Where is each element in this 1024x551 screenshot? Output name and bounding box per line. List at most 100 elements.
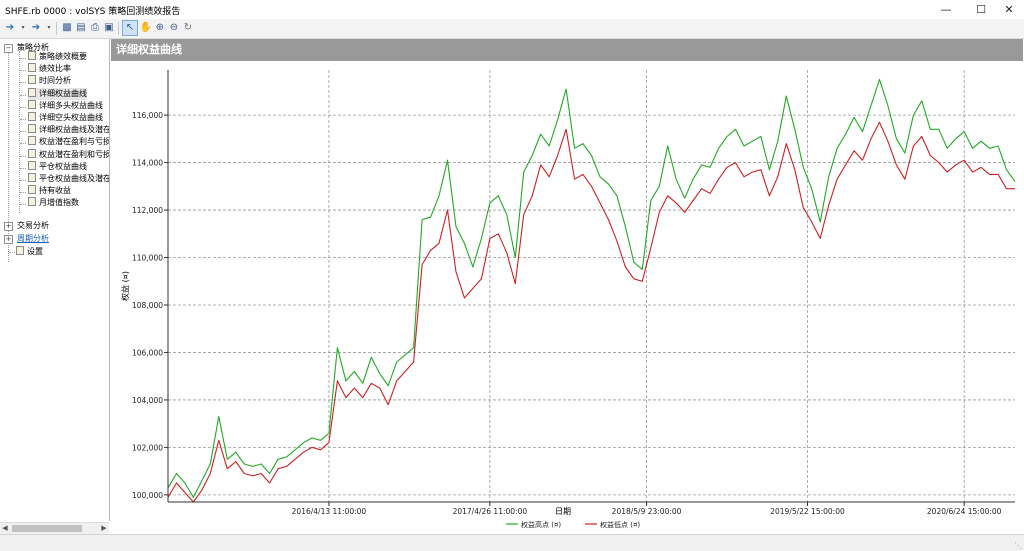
resize-grip-icon[interactable]: ⋱ bbox=[1014, 541, 1022, 550]
status-bar: ⋱ bbox=[0, 534, 1024, 551]
tree-connector bbox=[9, 252, 15, 253]
y-tick-label: 112,000 bbox=[132, 206, 163, 215]
tree-node-item[interactable]: 权益潜在盈利和亏损 bbox=[28, 148, 110, 161]
x-tick-label: 2018/5/9 23:00:00 bbox=[612, 507, 682, 516]
tree-node-item[interactable]: 详细多头权益曲线 bbox=[28, 99, 103, 112]
tree-horizontal-scrollbar[interactable]: ◀ ▶ bbox=[0, 522, 109, 534]
toolbar-separator bbox=[56, 22, 57, 35]
grid bbox=[164, 70, 1015, 506]
back-dropdown-icon[interactable]: ▾ bbox=[21, 24, 25, 31]
tree-connector bbox=[20, 180, 26, 181]
print-icon[interactable]: ⎙ bbox=[91, 22, 99, 33]
document-icon bbox=[28, 99, 36, 109]
tree-node-item[interactable]: 策略绩效概要 bbox=[28, 51, 87, 63]
tree-node-label: 交易分析 bbox=[17, 221, 49, 230]
document-icon bbox=[28, 173, 36, 182]
tree-node-label: 详细多头权益曲线 bbox=[39, 100, 103, 110]
pan-hand-icon[interactable]: ✋ bbox=[139, 22, 153, 33]
x-tick-label: 2016/4/13 11:00:00 bbox=[292, 507, 367, 516]
document-icon bbox=[28, 124, 36, 134]
x-tick-label: 2017/4/26 11:00:00 bbox=[453, 507, 528, 516]
forward-arrow-icon[interactable]: ➔ bbox=[31, 22, 41, 33]
tree-node-item[interactable]: 详细权益曲线及潜在 bbox=[28, 124, 109, 136]
y-tick-label: 110,000 bbox=[132, 254, 163, 263]
window-title: SHFE.rb 0000 : volSYS 策略回测绩效报告 bbox=[5, 7, 181, 17]
tree-node-settings[interactable]: 设置 bbox=[16, 246, 43, 258]
tree-connector bbox=[20, 94, 26, 96]
tree-node-item[interactable]: 绩效比率 bbox=[28, 63, 71, 75]
tree-node-item[interactable]: 时间分析 bbox=[28, 75, 71, 87]
navigation-tree: − 策略分析 策略绩效概要绩效比率 时间分析详细权益曲线详细多头权益曲线详细空头权… bbox=[0, 39, 110, 521]
document-icon bbox=[28, 63, 36, 73]
series-lines bbox=[167, 78, 1016, 503]
equity-chart[interactable]: 100,000 102,000 104,000 106,000 108,000 110,0… bbox=[111, 61, 1023, 533]
tree-node-item[interactable]: 平仓权益曲线及潜在 bbox=[28, 173, 110, 185]
tree-node-item[interactable]: 权益潜在盈利与亏损 bbox=[28, 136, 109, 148]
tree-node-label: 平仓权益曲线 bbox=[39, 161, 87, 171]
toolbar-separator bbox=[118, 22, 119, 35]
tree-node-label: 持有收益 bbox=[39, 186, 71, 196]
document-icon bbox=[28, 185, 36, 195]
y-tick-labels: 100,000 102,000 104,000 106,000 108,000 110,0… bbox=[132, 111, 163, 500]
refresh-icon[interactable]: ↻ bbox=[183, 22, 193, 33]
tree-node-label: 权益潜在盈利和亏损 bbox=[39, 149, 110, 159]
zoom-in-icon[interactable]: ⊕ bbox=[155, 22, 165, 33]
expand-icon[interactable]: + bbox=[4, 222, 13, 231]
back-arrow-icon[interactable]: ➔ bbox=[5, 22, 15, 33]
scroll-left-icon[interactable]: ◀ bbox=[2, 524, 8, 532]
document-icon bbox=[28, 197, 36, 207]
tree-connector bbox=[20, 204, 26, 206]
close-button[interactable]: ✕ bbox=[1004, 3, 1014, 16]
tree-node-item[interactable]: 持有收益 bbox=[28, 185, 71, 197]
x-tick-label: 2019/5/22 15:00:00 bbox=[770, 507, 845, 516]
tree-node-item[interactable]: 详细权益曲线 bbox=[28, 87, 87, 100]
settings-icon[interactable]: ▣ bbox=[104, 22, 114, 33]
title-bar: SHFE.rb 0000 : volSYS 策略回测绩效报告 — ☐ ✕ bbox=[0, 0, 1024, 19]
y-tick-label: 104,000 bbox=[132, 396, 163, 405]
tree-node-label: 策略绩效概要 bbox=[39, 52, 87, 61]
document-icon bbox=[16, 246, 24, 255]
zoom-out-icon[interactable]: ⊖ bbox=[169, 22, 179, 33]
scrollbar-thumb[interactable] bbox=[12, 525, 82, 532]
toolbar: ➔ ▾ ➔ ▾ ▩ ▤ ⎙ ▣ ↖ ✋ ⊕ ⊖ ↻ bbox=[0, 19, 1024, 39]
axes bbox=[167, 70, 1015, 503]
tree-connector bbox=[8, 51, 9, 262]
scroll-right-icon[interactable]: ▶ bbox=[101, 524, 107, 532]
minimize-button[interactable]: — bbox=[940, 3, 952, 16]
tree-connector bbox=[20, 167, 26, 169]
maximize-button[interactable]: ☐ bbox=[976, 3, 986, 16]
tree-node-item[interactable]: 平仓权益曲线 bbox=[28, 160, 87, 173]
tree-node-label: 详细权益曲线 bbox=[39, 88, 87, 98]
tree-node-label: 月增值指数 bbox=[39, 198, 79, 208]
pointer-icon[interactable]: ↖ bbox=[122, 20, 138, 36]
series-line bbox=[167, 78, 1016, 498]
save-icon[interactable]: ▩ bbox=[62, 22, 72, 33]
forward-dropdown-icon[interactable]: ▾ bbox=[47, 24, 51, 31]
legend-label: 权益高点 (¤) bbox=[521, 520, 561, 529]
tree-node-label: 平仓权益曲线及潜在 bbox=[39, 174, 110, 183]
tree-connector bbox=[20, 70, 26, 72]
tree-node-item[interactable]: 月增值指数 bbox=[28, 197, 79, 209]
expand-icon[interactable]: + bbox=[4, 235, 13, 244]
tree-connector bbox=[20, 131, 26, 133]
collapse-icon[interactable]: − bbox=[4, 44, 13, 53]
tree-connector bbox=[20, 143, 26, 145]
document-icon bbox=[28, 160, 36, 170]
document-icon bbox=[28, 75, 36, 85]
tree-node-label: 策略分析 bbox=[17, 43, 49, 52]
document-icon bbox=[28, 51, 36, 60]
series-line bbox=[167, 121, 1015, 503]
legend-label: 权益低点 (¤) bbox=[600, 520, 640, 529]
tree-node-item[interactable]: 详细空头权益曲线 bbox=[28, 112, 103, 124]
tree-node-label: 设置 bbox=[27, 247, 43, 256]
legend: 权益高点 (¤) 权益低点 (¤) bbox=[506, 520, 640, 529]
y-tick-label: 102,000 bbox=[132, 443, 163, 452]
document-icon bbox=[28, 87, 36, 97]
x-tick-labels: 2016/4/13 11:00:00 2017/4/26 11:00:00 2018… bbox=[292, 507, 1002, 516]
tree-connector bbox=[20, 192, 26, 194]
y-tick-label: 106,000 bbox=[132, 348, 163, 357]
chart-panel: 详细权益曲线 100,000 102,000 104,000 106,000 108,0… bbox=[111, 39, 1023, 533]
tree-node-label: 时间分析 bbox=[39, 76, 71, 86]
document-icon bbox=[28, 136, 36, 146]
export-icon[interactable]: ▤ bbox=[76, 22, 86, 33]
